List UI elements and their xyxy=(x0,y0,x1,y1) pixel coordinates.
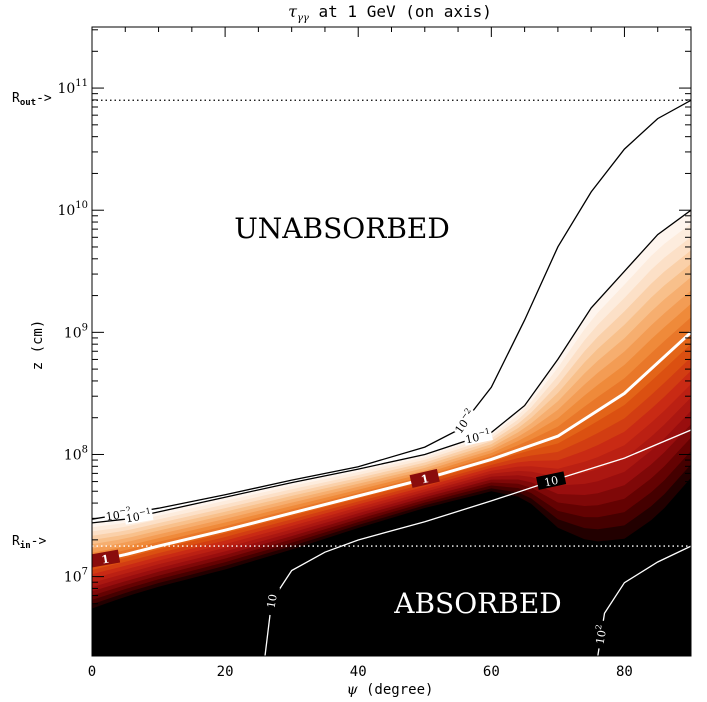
y-tick-label: 1011 xyxy=(57,78,88,97)
y-tick-label: 107 xyxy=(64,567,88,586)
contour-label-2-0: 1 xyxy=(92,549,121,568)
fill-band-unabsorbed xyxy=(92,27,691,517)
svg-text:10: 10 xyxy=(543,474,559,490)
chart-title: τγγ at 1 GeV (on axis) xyxy=(288,2,492,24)
x-tick-label: 0 xyxy=(88,664,96,680)
x-tick-label: 80 xyxy=(616,664,633,680)
svg-text:1: 1 xyxy=(420,472,430,486)
x-axis-label: ψ (degree) xyxy=(347,682,434,698)
region-label-absorbed: ABSORBED xyxy=(393,587,561,620)
contour-line-0 xyxy=(92,99,691,520)
contour-label-4-0: 102 xyxy=(591,619,610,650)
contour-line-2 xyxy=(92,331,691,564)
svg-text:1: 1 xyxy=(100,552,110,566)
y-tick-label: 109 xyxy=(64,322,88,341)
contour-label-1-1: 10−1 xyxy=(462,426,493,446)
y-tick-label: 108 xyxy=(64,444,88,463)
contour-label-3-1: 10 xyxy=(536,471,567,490)
y-tick-label: 1010 xyxy=(57,200,88,219)
svg-text:10: 10 xyxy=(265,593,280,609)
contour-line-1 xyxy=(92,209,691,524)
svg-text:10−1: 10−1 xyxy=(125,506,153,525)
x-axis-ticks: 0 20 40 60 80 xyxy=(88,27,692,680)
optical-depth-color-fill xyxy=(92,27,691,656)
r-out-label: Rout-> xyxy=(12,91,52,108)
reference-lines xyxy=(92,99,691,547)
contour-label-3-0: 10 xyxy=(262,585,281,616)
contour-label-1-0: 10−1 xyxy=(123,506,154,525)
region-label-unabsorbed: UNABSORBED xyxy=(234,212,450,245)
svg-text:10−1: 10−1 xyxy=(464,426,492,446)
svg-text:102: 102 xyxy=(592,624,610,645)
x-tick-label: 40 xyxy=(350,664,367,680)
r-in-label: Rin-> xyxy=(12,534,46,551)
x-tick-label: 20 xyxy=(217,664,234,680)
contour-label-2-1: 1 xyxy=(409,468,440,488)
y-axis-label: z (cm) xyxy=(30,320,46,371)
contour-line-3 xyxy=(264,429,691,656)
x-tick-label: 60 xyxy=(483,664,500,680)
